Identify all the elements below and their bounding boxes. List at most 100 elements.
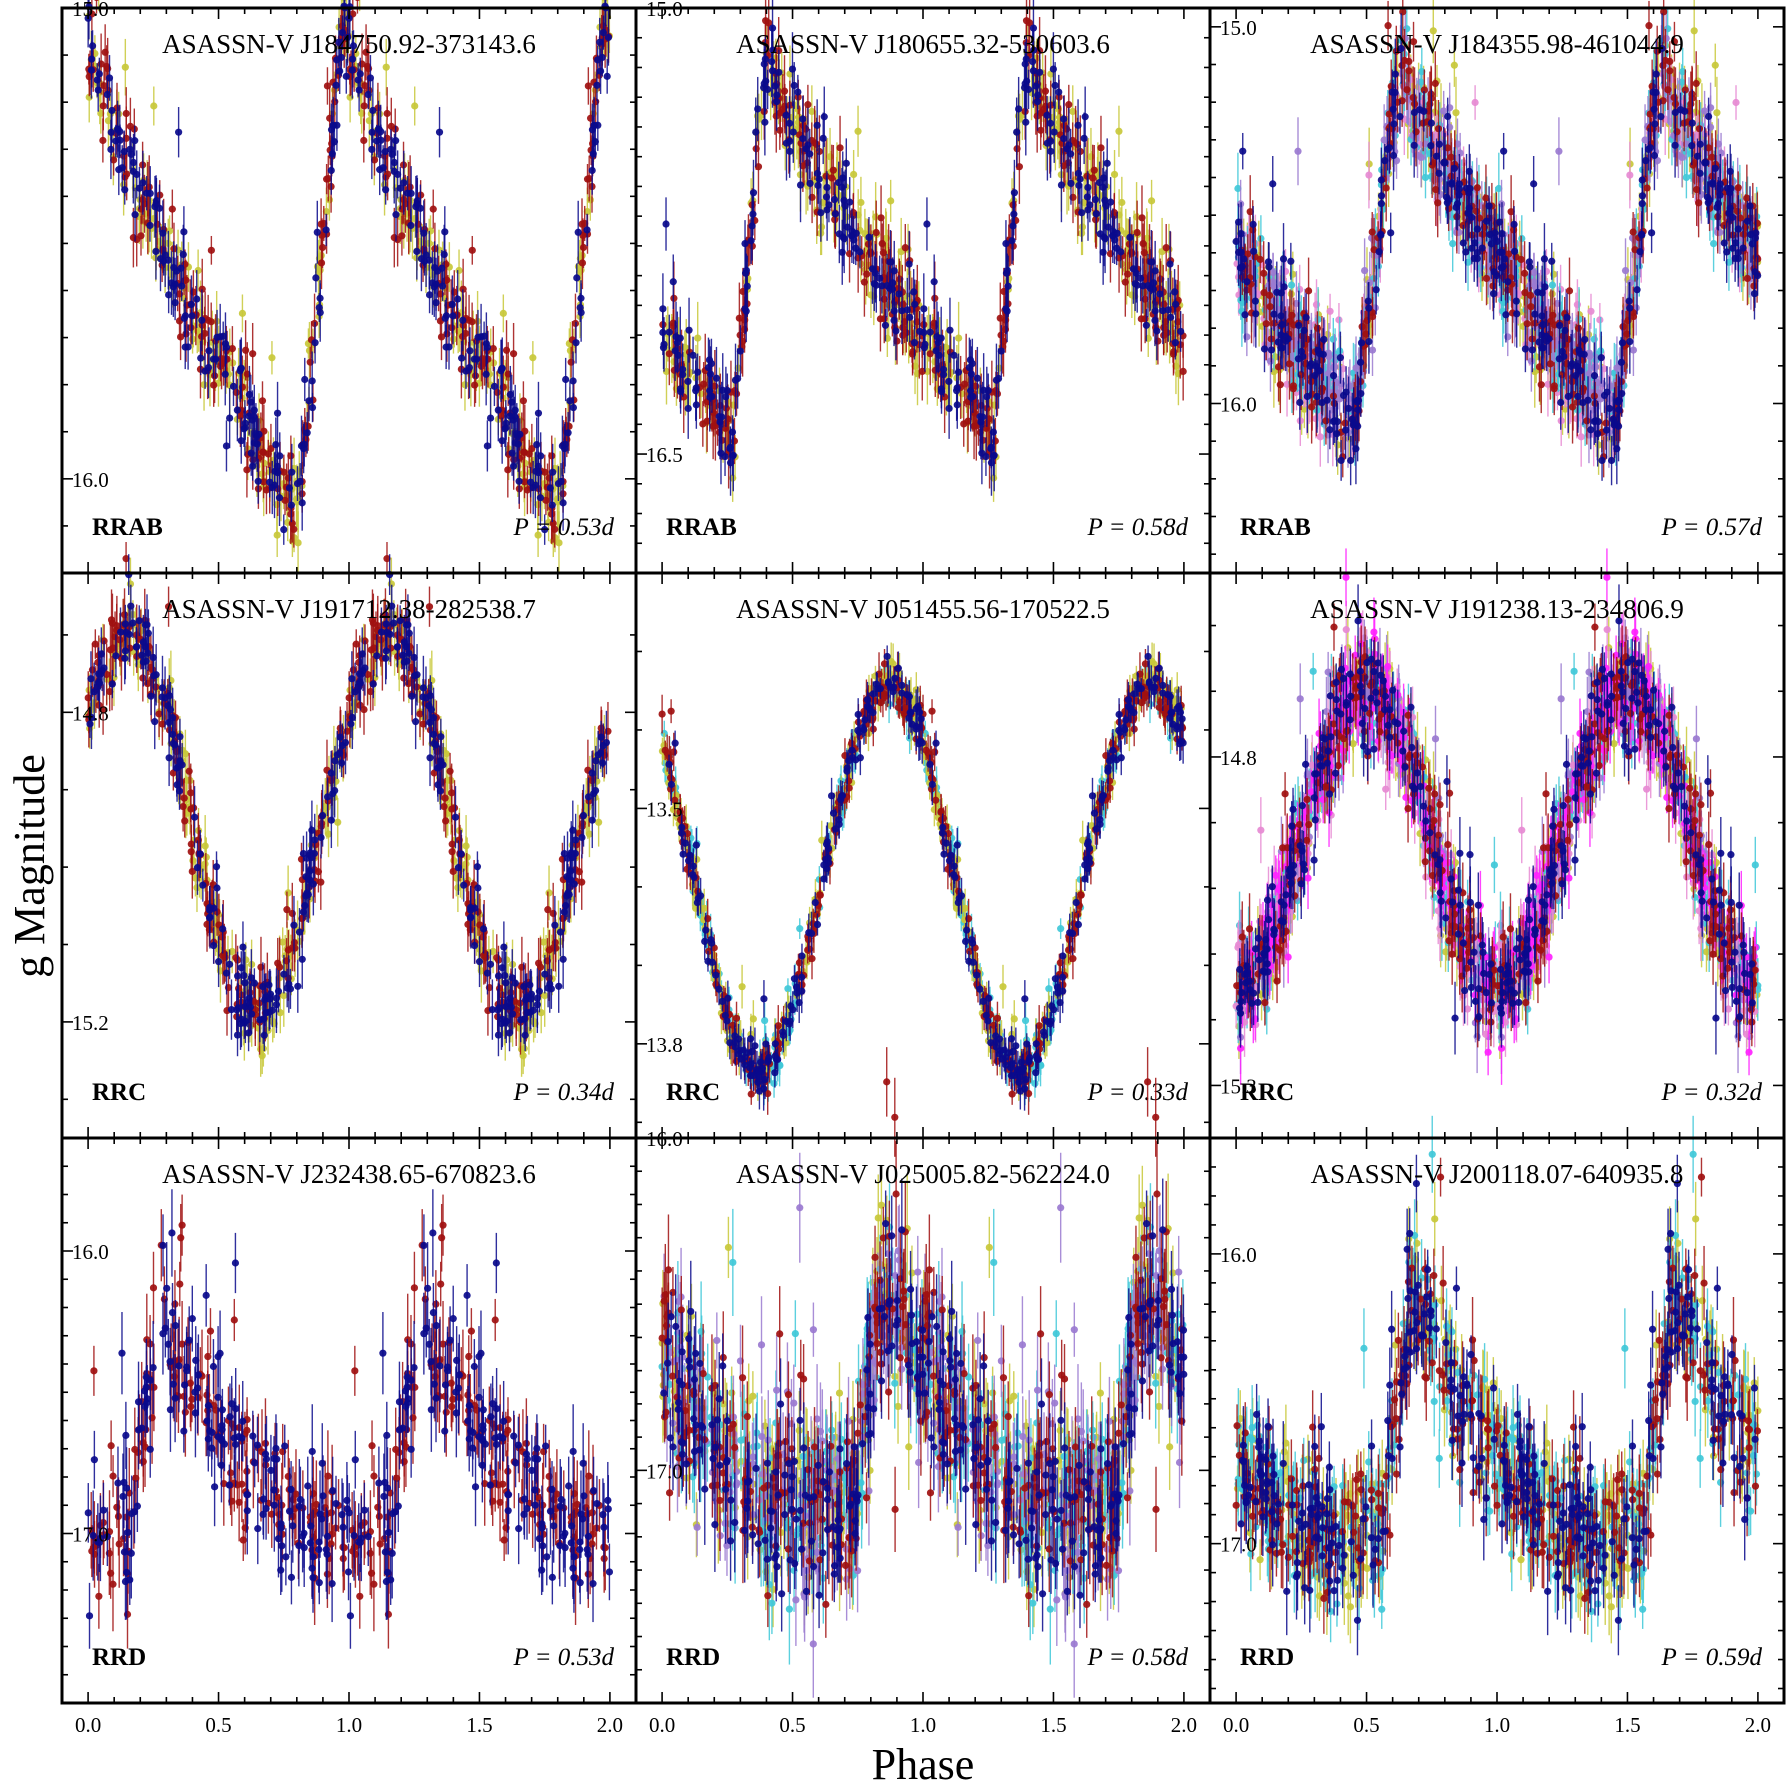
data-point: [360, 137, 367, 144]
data-point: [407, 222, 414, 229]
period-label: P = 0.53d: [513, 514, 615, 541]
data-point: [210, 381, 217, 388]
data-point: [548, 452, 555, 459]
data-point: [1047, 138, 1054, 145]
data-point: [319, 244, 326, 251]
data-point: [754, 105, 761, 112]
data-point: [268, 354, 275, 361]
data-point: [718, 413, 725, 420]
data-point: [1152, 267, 1159, 274]
data-point: [1160, 332, 1167, 339]
data-point: [527, 479, 534, 486]
data-point: [189, 312, 196, 319]
data-point: [693, 384, 700, 391]
data-point: [566, 397, 573, 404]
data-point: [946, 405, 953, 412]
data-point: [392, 211, 399, 218]
data-point: [472, 372, 479, 379]
data-point: [178, 282, 185, 289]
data-point: [509, 449, 516, 456]
panel-title: ASASSN-V J184750.92-373143.6: [162, 29, 536, 59]
data-point: [549, 502, 556, 509]
data-point: [252, 430, 259, 437]
data-point: [1115, 128, 1122, 135]
data-point: [392, 137, 399, 144]
data-point: [1153, 327, 1160, 334]
data-point: [185, 343, 192, 350]
data-point: [128, 151, 135, 158]
data-point: [904, 306, 911, 313]
data-point: [585, 82, 592, 89]
data-point: [706, 356, 713, 363]
data-point: [1166, 260, 1173, 267]
data-point: [369, 107, 376, 114]
data-point: [906, 260, 913, 267]
data-point: [938, 334, 945, 341]
series-navy: [85, 0, 612, 545]
data-point: [596, 39, 603, 46]
data-point: [305, 397, 312, 404]
data-point: [1574, 301, 1581, 308]
data-point: [1113, 245, 1120, 252]
data-point: [431, 283, 438, 290]
data-point: [685, 327, 692, 334]
data-point: [88, 55, 95, 62]
data-point: [246, 391, 253, 398]
data-point: [789, 65, 796, 72]
data-point: [1713, 109, 1720, 116]
data-point: [1010, 211, 1017, 218]
data-point: [817, 209, 824, 216]
data-point: [974, 375, 981, 382]
data-point: [328, 126, 335, 133]
data-point: [579, 259, 586, 266]
data-point: [1084, 206, 1091, 213]
data-point: [175, 129, 182, 136]
data-point: [314, 229, 321, 236]
data-point: [502, 424, 509, 431]
data-point: [499, 365, 506, 372]
data-point: [146, 222, 153, 229]
data-point: [430, 206, 437, 213]
data-point: [707, 371, 714, 378]
data-point: [1067, 180, 1074, 187]
data-point: [152, 248, 159, 255]
data-point: [162, 251, 169, 258]
data-point: [241, 424, 248, 431]
data-point: [1074, 122, 1081, 129]
data-point: [791, 82, 798, 89]
data-point: [198, 317, 205, 324]
data-point: [940, 366, 947, 373]
data-point: [513, 430, 520, 437]
data-point: [899, 332, 906, 339]
data-point: [1078, 209, 1085, 216]
data-point: [439, 282, 446, 289]
data-point: [706, 393, 713, 400]
data-point: [699, 420, 706, 427]
data-point: [411, 102, 418, 109]
data-point: [1452, 109, 1459, 116]
data-point: [719, 387, 726, 394]
data-point: [662, 220, 669, 227]
data-point: [99, 137, 106, 144]
data-point: [1109, 232, 1116, 239]
data-point: [508, 399, 515, 406]
data-point: [1134, 229, 1141, 236]
data-point: [794, 88, 801, 95]
data-point: [1009, 222, 1016, 229]
data-point: [1712, 62, 1719, 69]
data-point: [1365, 171, 1372, 178]
data-point: [979, 413, 986, 420]
data-point: [388, 123, 395, 130]
data-point: [967, 356, 974, 363]
data-point: [95, 86, 102, 93]
data-point: [422, 251, 429, 258]
data-point: [200, 381, 207, 388]
data-point: [491, 383, 498, 390]
data-point: [181, 315, 188, 322]
data-point: [1126, 234, 1133, 241]
data-point: [454, 295, 461, 302]
data-point: [846, 199, 853, 206]
data-point: [96, 70, 103, 77]
